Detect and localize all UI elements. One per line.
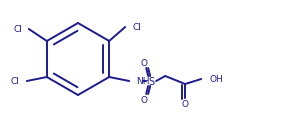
Text: Cl: Cl — [132, 22, 141, 31]
Text: OH: OH — [209, 75, 223, 84]
Text: Cl: Cl — [14, 24, 23, 33]
Text: O: O — [141, 58, 148, 67]
Text: O: O — [182, 100, 189, 109]
Text: Cl: Cl — [11, 77, 20, 86]
Text: NH: NH — [136, 77, 150, 86]
Text: O: O — [141, 96, 148, 105]
Text: S: S — [148, 76, 154, 86]
